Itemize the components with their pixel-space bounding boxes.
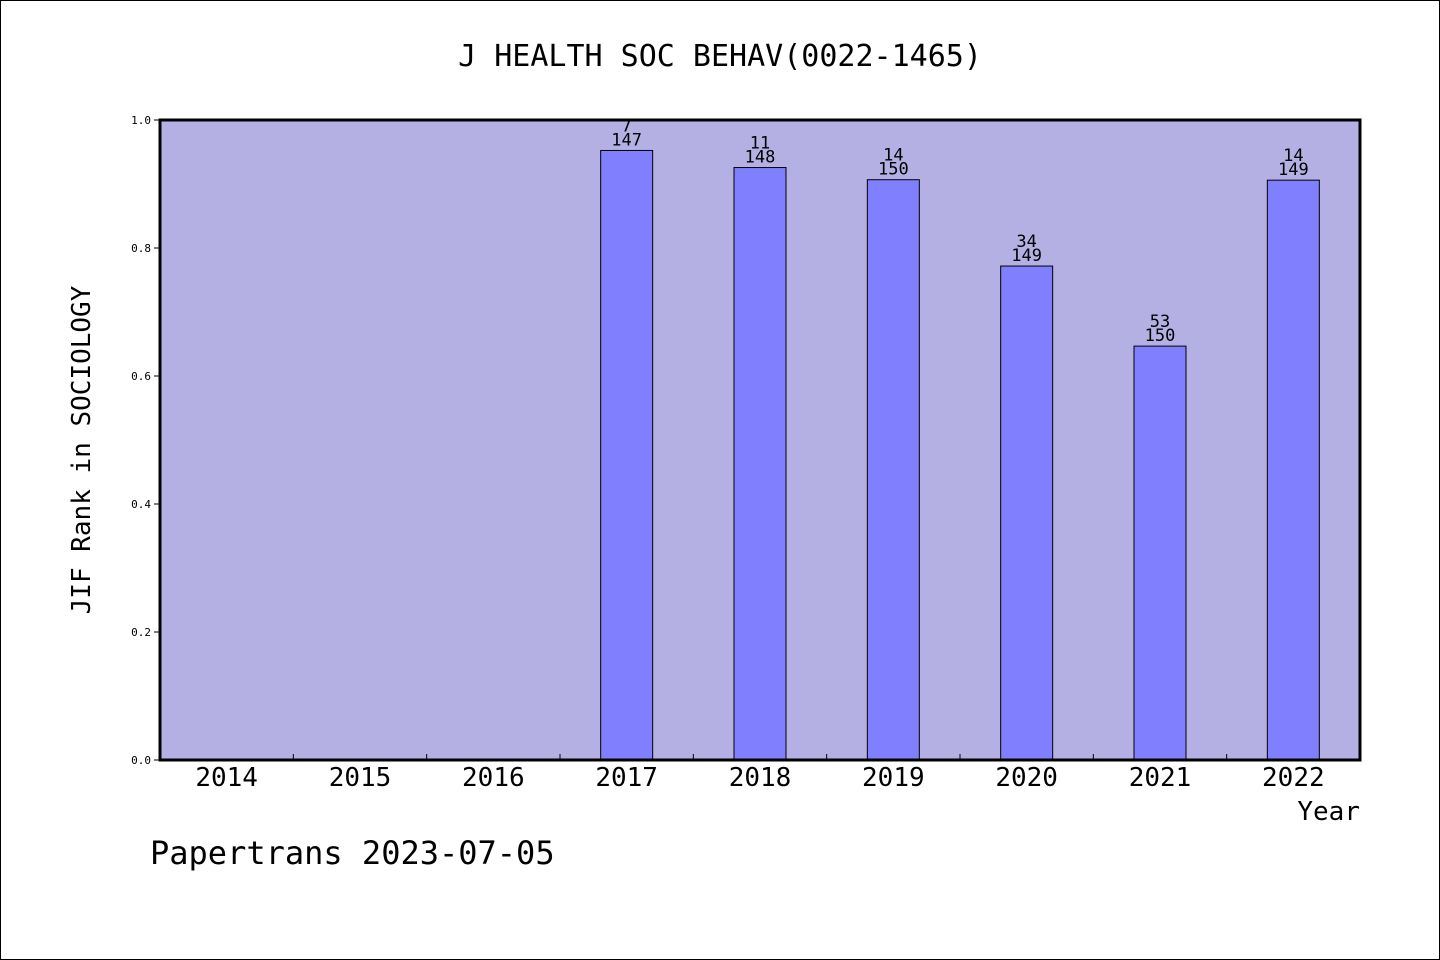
rank-label-2021: 53 <box>1150 312 1170 332</box>
x-tick-label-2019: 2019 <box>862 763 925 793</box>
bar-2021 <box>1133 345 1187 761</box>
total-label-2021: 150 <box>1145 326 1176 346</box>
rank-label-2022: 14 <box>1283 146 1303 166</box>
y-axis-label: JIF Rank in SOCIOLOGY <box>67 285 97 614</box>
chart-title: J HEALTH SOC BEHAV(0022-1465) <box>458 39 982 74</box>
rank-label-2020: 34 <box>1016 232 1036 252</box>
y-tick-label: 1.0 <box>131 114 151 127</box>
y-tick-label: 0.8 <box>131 242 151 255</box>
x-tick-label-2014: 2014 <box>195 763 258 793</box>
rank-label-2019: 14 <box>883 146 903 166</box>
bar-2020 <box>1000 265 1054 761</box>
x-axis-label: Year <box>1297 797 1360 827</box>
total-label-2020: 149 <box>1011 246 1042 266</box>
x-tick-label-2021: 2021 <box>1129 763 1192 793</box>
x-tick-label-2018: 2018 <box>729 763 792 793</box>
total-label-2017: 147 <box>611 130 642 150</box>
x-tick-label-2015: 2015 <box>329 763 392 793</box>
x-tick-label-2017: 2017 <box>595 763 658 793</box>
total-label-2022: 149 <box>1278 160 1309 180</box>
x-tick-label-2022: 2022 <box>1262 763 1325 793</box>
total-label-2018: 148 <box>745 148 776 168</box>
plot-border <box>158 118 1362 762</box>
x-tick-label-2020: 2020 <box>995 763 1058 793</box>
total-label-2019: 150 <box>878 160 909 180</box>
y-tick-label: 0.6 <box>131 370 151 383</box>
y-axis: 0.0 0.2 0.4 0.6 0.8 1.0 <box>131 114 160 767</box>
rank-label-2018: 11 <box>750 134 770 154</box>
bar-2017 <box>600 149 654 761</box>
bar-2018 <box>733 167 787 761</box>
footer-text: Papertrans 2023-07-05 <box>150 834 555 872</box>
bar-2022 <box>1266 179 1320 761</box>
x-tick-label-2016: 2016 <box>462 763 525 793</box>
y-tick-label: 0.2 <box>131 626 151 639</box>
bar-2019 <box>866 179 920 761</box>
y-tick-label: 0.0 <box>131 754 151 767</box>
rank-label-2017: 7 <box>622 116 632 136</box>
x-axis: 2014 2015 2016 2017 2018 2019 2020 2021 2022 <box>195 754 1325 793</box>
y-tick-label: 0.4 <box>131 498 151 511</box>
